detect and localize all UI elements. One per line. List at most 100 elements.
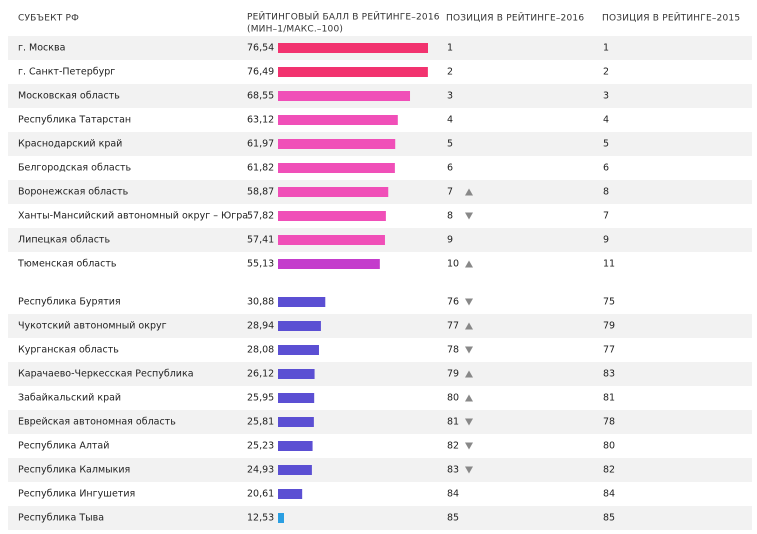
score-bar bbox=[278, 67, 428, 77]
score-bar bbox=[278, 115, 398, 125]
score-bar bbox=[278, 211, 386, 221]
score-label: 25,81 bbox=[247, 417, 274, 428]
row-background bbox=[8, 458, 752, 482]
pos2015: 1 bbox=[603, 43, 609, 54]
trend-down bbox=[465, 212, 473, 220]
score-label: 68,55 bbox=[247, 91, 274, 102]
score-label: 57,41 bbox=[247, 235, 274, 246]
region: Республика Калмыкия bbox=[18, 465, 130, 476]
pos2015: 3 bbox=[603, 91, 609, 102]
header-region: СУБЪЕКТ РФ bbox=[18, 14, 79, 24]
pos2016: 83 bbox=[447, 465, 459, 476]
pos2016: 78 bbox=[447, 345, 459, 356]
score-label: 58,87 bbox=[247, 187, 274, 198]
pos2016: 85 bbox=[447, 513, 459, 524]
region: Забайкальский край bbox=[18, 393, 121, 404]
region: Курганская область bbox=[18, 345, 119, 356]
score-bar bbox=[278, 297, 326, 307]
pos2015: 84 bbox=[603, 489, 615, 500]
pos2015: 4 bbox=[603, 115, 609, 126]
row-background bbox=[8, 410, 752, 434]
pos2016: 5 bbox=[447, 139, 453, 150]
pos2015: 77 bbox=[603, 345, 615, 356]
pos2016: 80 bbox=[447, 393, 459, 404]
pos2016: 84 bbox=[447, 489, 459, 500]
score-label: 55,13 bbox=[247, 259, 274, 270]
score-label: 30,88 bbox=[247, 297, 274, 308]
score-bar bbox=[278, 345, 319, 355]
score-label: 57,82 bbox=[247, 211, 274, 222]
score-bar bbox=[278, 513, 284, 523]
pos2015: 81 bbox=[603, 393, 615, 404]
score-bar bbox=[278, 441, 313, 451]
region: Московская область bbox=[18, 91, 120, 102]
score-bar bbox=[278, 259, 380, 269]
pos2015: 9 bbox=[603, 235, 609, 246]
trend-up bbox=[465, 394, 473, 402]
region: Чукотский автономный округ bbox=[18, 321, 167, 332]
score-label: 28,08 bbox=[247, 345, 274, 356]
row-background bbox=[8, 314, 752, 338]
region: Республика Тыва bbox=[18, 513, 104, 524]
score-bar bbox=[278, 139, 396, 149]
pos2016: 2 bbox=[447, 67, 453, 78]
header-pos2015: ПОЗИЦИЯ В РЕЙТИНГЕ–2015 bbox=[602, 12, 740, 24]
score-label: 76,49 bbox=[247, 67, 274, 78]
score-bar bbox=[278, 393, 315, 403]
region: Ханты-Мансийский автономный округ – Югра bbox=[18, 211, 248, 222]
score-label: 28,94 bbox=[247, 321, 274, 332]
score-label: 25,23 bbox=[247, 441, 274, 452]
pos2016: 82 bbox=[447, 441, 459, 452]
region: Еврейская автономная область bbox=[18, 417, 176, 428]
pos2015: 83 bbox=[603, 369, 615, 380]
region: Тюменская область bbox=[17, 259, 117, 270]
score-label: 26,12 bbox=[247, 369, 274, 380]
pos2015: 5 bbox=[603, 139, 609, 150]
region: Карачаево-Черкесская Республика bbox=[18, 369, 194, 380]
score-label: 76,54 bbox=[247, 43, 274, 54]
score-bar bbox=[278, 417, 314, 427]
pos2015: 80 bbox=[603, 441, 615, 452]
region: Республика Алтай bbox=[18, 441, 109, 452]
pos2016: 7 bbox=[447, 187, 453, 198]
score-bar bbox=[278, 465, 312, 475]
score-bar bbox=[278, 43, 428, 53]
trend-down bbox=[465, 298, 473, 306]
pos2016: 8 bbox=[447, 211, 453, 222]
pos2016: 6 bbox=[447, 163, 453, 174]
pos2016: 3 bbox=[447, 91, 453, 102]
pos2015: 2 bbox=[603, 67, 609, 78]
pos2016: 79 bbox=[447, 369, 459, 380]
pos2015: 85 bbox=[603, 513, 615, 524]
score-label: 61,97 bbox=[247, 139, 274, 150]
region: г. Санкт-Петербург bbox=[18, 67, 115, 78]
pos2016: 10 bbox=[447, 259, 459, 270]
pos2016: 4 bbox=[447, 115, 453, 126]
trend-up bbox=[465, 260, 473, 268]
trend-down bbox=[465, 442, 473, 450]
pos2015: 6 bbox=[603, 163, 609, 174]
trend-down bbox=[465, 418, 473, 426]
pos2015: 75 bbox=[603, 297, 615, 308]
pos2016: 1 bbox=[447, 43, 453, 54]
pos2016: 77 bbox=[447, 321, 459, 332]
header-score-note: (МИН–1/МАКС.–100) bbox=[247, 25, 343, 35]
pos2015: 8 bbox=[603, 187, 609, 198]
score-bar bbox=[278, 235, 385, 245]
trend-up bbox=[465, 322, 473, 330]
score-bar bbox=[278, 163, 395, 173]
pos2016: 81 bbox=[447, 417, 459, 428]
row-background bbox=[8, 506, 752, 530]
region: г. Москва bbox=[18, 43, 65, 54]
trend-up bbox=[465, 370, 473, 378]
region: Белгородская область bbox=[18, 163, 131, 174]
score-bar bbox=[278, 321, 321, 331]
score-bar bbox=[278, 489, 303, 499]
region: Республика Татарстан bbox=[18, 115, 131, 126]
header-pos2016: ПОЗИЦИЯ В РЕЙТИНГЕ–2016 bbox=[446, 12, 584, 24]
pos2015: 7 bbox=[603, 211, 609, 222]
score-label: 25,95 bbox=[247, 393, 274, 404]
score-label: 61,82 bbox=[247, 163, 274, 174]
region: Воронежская область bbox=[18, 187, 129, 198]
